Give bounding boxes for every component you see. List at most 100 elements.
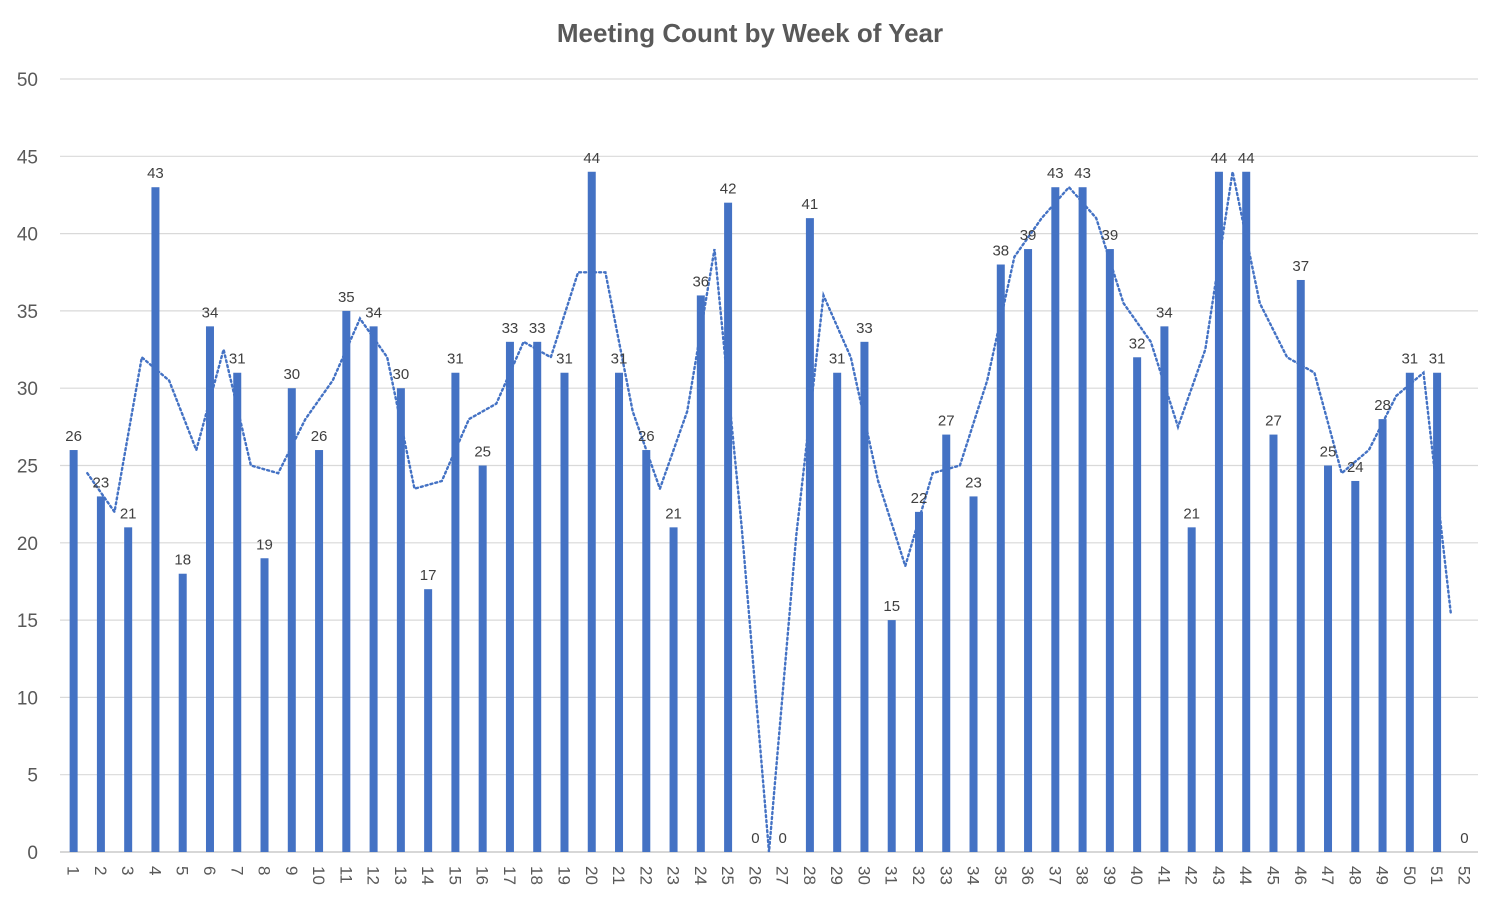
- data-labels: 26 23 21 43 18 34 31 19 30 26 35 34 30 17 31 25 33 33 31 44…: [65, 150, 1468, 847]
- x-axis: 1 2 3 4 5 6 7 8 9 10 11 12 13 14 15 16 17 18 19 20 21 22 23 24 2…: [64, 866, 1474, 885]
- x-tick-label: 24: [691, 866, 710, 885]
- x-tick-label: 40: [1127, 866, 1146, 885]
- x-tick-label: 34: [964, 866, 983, 885]
- bar: [1160, 326, 1169, 852]
- bar: [1324, 465, 1333, 852]
- x-tick-label: 44: [1236, 866, 1255, 885]
- data-label: 39: [1020, 227, 1037, 244]
- bar: [1214, 171, 1223, 852]
- data-label: 31: [229, 351, 246, 368]
- data-label: 21: [1183, 505, 1200, 522]
- data-label: 33: [856, 320, 873, 337]
- x-tick-label: 3: [118, 866, 137, 875]
- bar: [996, 264, 1005, 852]
- data-label: 25: [474, 444, 491, 461]
- bar: [860, 341, 869, 852]
- bar: [1105, 249, 1114, 852]
- data-label: 31: [556, 351, 573, 368]
- x-tick-label: 4: [145, 866, 164, 875]
- bar: [233, 372, 242, 852]
- data-label: 31: [1401, 351, 1418, 368]
- x-tick-label: 26: [745, 866, 764, 885]
- x-tick-label: 41: [1154, 866, 1173, 885]
- bar: [342, 310, 351, 852]
- bar: [1296, 279, 1305, 853]
- x-tick-label: 48: [1345, 866, 1364, 885]
- y-tick-label: 20: [17, 534, 38, 555]
- x-tick-label: 21: [609, 866, 628, 885]
- x-tick-label: 28: [800, 866, 819, 885]
- trendline-path: [86, 171, 1452, 853]
- bar: [560, 372, 569, 852]
- x-tick-label: 7: [227, 866, 246, 875]
- data-label: 21: [120, 505, 137, 522]
- x-tick-label: 50: [1400, 866, 1419, 885]
- x-tick-label: 11: [336, 866, 355, 884]
- y-tick-label: 50: [17, 70, 38, 91]
- x-tick-label: 5: [173, 866, 192, 875]
- bar: [887, 620, 896, 852]
- x-tick-label: 35: [991, 866, 1010, 885]
- bar: [1051, 187, 1060, 853]
- bar: [1269, 434, 1278, 852]
- bar: [478, 465, 487, 852]
- bar: [969, 496, 978, 852]
- chart-title: Meeting Count by Week of Year: [556, 18, 944, 48]
- data-label: 18: [174, 552, 191, 569]
- data-label: 22: [911, 490, 928, 507]
- data-label: 43: [147, 165, 164, 182]
- bar: [642, 450, 651, 852]
- data-label: 34: [202, 304, 219, 321]
- x-tick-label: 1: [64, 866, 83, 875]
- data-label: 26: [65, 428, 82, 445]
- data-label: 25: [1320, 444, 1337, 461]
- bar: [396, 388, 405, 852]
- bar: [914, 511, 923, 852]
- bar: [1187, 527, 1196, 852]
- x-tick-label: 36: [1018, 866, 1037, 885]
- y-axis: 0 5 10 15 20 25 30 35 40 45 50: [17, 70, 38, 864]
- y-tick-label: 5: [27, 766, 38, 787]
- bar: [724, 202, 733, 852]
- y-tick-label: 0: [27, 843, 38, 864]
- data-label: 31: [611, 351, 628, 368]
- data-label: 33: [502, 320, 519, 337]
- y-tick-label: 10: [17, 688, 38, 709]
- x-tick-label: 15: [445, 866, 464, 885]
- data-label: 41: [802, 196, 819, 213]
- y-tick-label: 25: [17, 457, 38, 478]
- x-tick-label: 2: [91, 866, 110, 875]
- bar: [1378, 419, 1387, 852]
- x-tick-label: 42: [1182, 866, 1201, 885]
- x-tick-label: 37: [1045, 866, 1064, 885]
- data-label: 31: [829, 351, 846, 368]
- x-tick-label: 43: [1209, 866, 1228, 885]
- x-tick-label: 46: [1291, 866, 1310, 885]
- data-label: 43: [1047, 165, 1064, 182]
- bar: [1433, 372, 1442, 852]
- bar: [178, 573, 187, 852]
- x-tick-label: 9: [282, 866, 301, 875]
- bar: [315, 450, 324, 852]
- x-tick-label: 14: [418, 866, 437, 885]
- bar: [615, 372, 624, 852]
- x-tick-label: 17: [500, 866, 519, 885]
- x-tick-label: 23: [664, 866, 683, 885]
- data-label: 35: [338, 289, 355, 306]
- data-label: 31: [447, 351, 464, 368]
- bar: [287, 388, 296, 852]
- data-label: 30: [393, 366, 410, 383]
- data-label: 23: [93, 474, 110, 491]
- y-tick-label: 45: [17, 147, 38, 168]
- x-tick-label: 38: [1073, 866, 1092, 885]
- data-label: 34: [1156, 304, 1173, 321]
- data-label: 24: [1347, 459, 1364, 476]
- x-tick-label: 19: [554, 866, 573, 885]
- bar: [1351, 480, 1360, 852]
- x-tick-label: 31: [882, 866, 901, 885]
- x-tick-label: 10: [309, 866, 328, 885]
- bar: [124, 527, 133, 852]
- data-label: 28: [1374, 397, 1391, 414]
